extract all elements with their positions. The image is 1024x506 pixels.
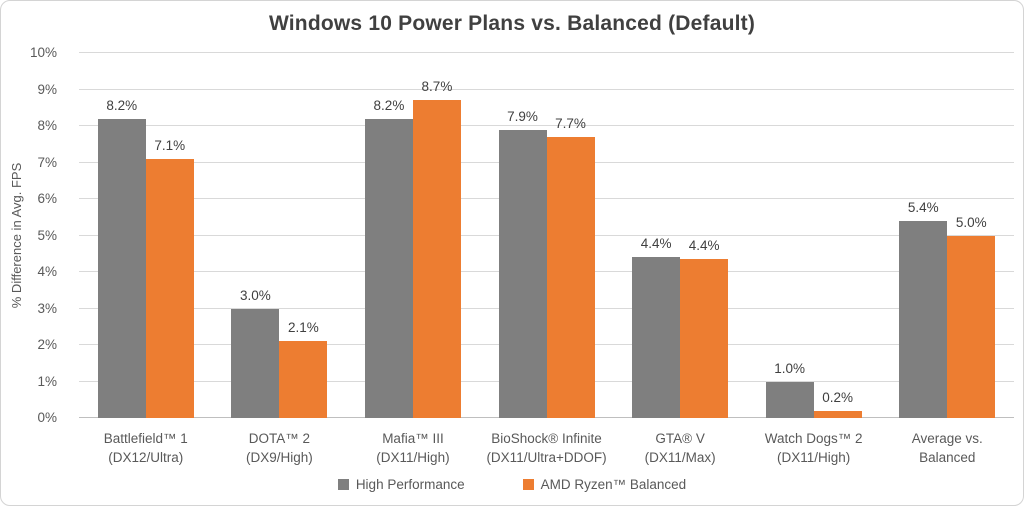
bar-groups: 8.2% 7.1% 3.0% 2.1% 8.2% 8.7% 7.9% 7.7% 4.4% 4.4%…	[79, 53, 1014, 418]
gridline	[79, 52, 1014, 53]
category-line2: (DX11/Max)	[644, 450, 716, 465]
bar-high-performance-average-vs: 5.4%	[899, 200, 948, 418]
bar-amd-ryzen-balanced-bioshock-infinite: 7.7%	[546, 116, 595, 418]
bar-high-performance-gta-v: 4.4%	[632, 236, 681, 418]
bar-group-dota-2: 3.0% 2.1%	[213, 53, 347, 418]
data-label: 4.4%	[640, 236, 672, 252]
legend-label: AMD Ryzen™ Balanced	[540, 477, 687, 492]
category-line2: (DX11/High)	[376, 450, 450, 465]
gridline	[79, 88, 1014, 90]
legend-item-amd-ryzen-balanced: AMD Ryzen™ Balanced	[522, 477, 687, 492]
chart-title: Windows 10 Power Plans vs. Balanced (Def…	[268, 12, 756, 35]
bar-amd-ryzen-balanced-battlefield-1: 7.1%	[145, 138, 194, 418]
gridline	[79, 125, 1014, 126]
y-tick-label: 10%	[29, 45, 57, 60]
category-label-bioshock-infinite: BioShock® Infinite (DX11/Ultra+DDOF)	[480, 429, 614, 467]
category-label-dota-2: DOTA™ 2 (DX9/High)	[213, 429, 347, 467]
bar-group-bioshock-infinite: 7.9% 7.7%	[480, 53, 614, 418]
category-line2: Balanced	[919, 450, 976, 465]
data-label: 5.0%	[955, 214, 987, 230]
category-line1: GTA® V	[655, 431, 705, 446]
y-tick-label: 4%	[37, 264, 57, 279]
data-label: 7.1%	[154, 137, 186, 153]
y-tick-label: 1%	[37, 373, 57, 389]
data-label: 7.7%	[555, 115, 586, 131]
category-label-battlefield-1: Battlefield™ 1 (DX12/Ultra)	[79, 429, 213, 467]
y-tick-label: 8%	[37, 118, 57, 133]
data-label: 7.9%	[507, 108, 538, 124]
x-axis-labels: Battlefield™ 1 (DX12/Ultra) DOTA™ 2 (DX9/Hi…	[79, 429, 1014, 467]
y-tick-label: 7%	[37, 154, 57, 170]
bar-high-performance-battlefield-1: 8.2%	[97, 98, 146, 418]
bar-group-gta-v: 4.4% 4.4%	[613, 53, 747, 418]
bar-group-watch-dogs-2: 1.0% 0.2%	[747, 53, 881, 418]
data-label: 8.2%	[106, 97, 138, 113]
category-label-mafia-iii: Mafia™ III (DX11/High)	[346, 429, 480, 467]
bar-amd-ryzen-balanced-dota-2: 2.1%	[279, 320, 328, 418]
category-label-gta-v: GTA® V (DX11/Max)	[613, 429, 747, 467]
data-label: 3.0%	[239, 287, 271, 303]
bar-high-performance-mafia-iii: 8.2%	[364, 98, 413, 418]
bar-high-performance-dota-2: 3.0%	[231, 288, 280, 418]
category-line2: (DX12/Ultra)	[108, 450, 184, 465]
category-line1: BioShock® Infinite	[491, 431, 602, 446]
data-label: 4.4%	[688, 238, 720, 254]
bar-group-average-vs: 5.4% 5.0%	[880, 53, 1014, 418]
category-line1: Battlefield™ 1	[103, 431, 188, 446]
bar-group-battlefield-1: 8.2% 7.1%	[79, 53, 213, 418]
category-label-average-vs: Average vs. Balanced	[880, 429, 1014, 467]
bar-amd-ryzen-balanced-watch-dogs-2: 0.2%	[813, 390, 862, 418]
bar-high-performance-bioshock-infinite: 7.9%	[498, 109, 547, 418]
legend-swatch-high-performance	[337, 479, 349, 490]
bar-amd-ryzen-balanced-gta-v: 4.4%	[680, 238, 729, 418]
data-label: 8.2%	[373, 97, 405, 113]
data-label: 2.1%	[287, 320, 319, 336]
bar-amd-ryzen-balanced-mafia-iii: 8.7%	[412, 79, 461, 418]
plot-area: 8.2% 7.1% 3.0% 2.1% 8.2% 8.7% 7.9% 7.7% 4.4% 4.4%…	[79, 52, 1014, 418]
legend-item-high-performance: High Performance	[337, 477, 465, 492]
y-tick-label: 3%	[37, 300, 57, 316]
bar-high-performance-watch-dogs-2: 1.0%	[765, 361, 814, 418]
category-line1: Average vs.	[911, 431, 983, 446]
data-label: 8.7%	[421, 79, 453, 95]
legend-label: High Performance	[355, 477, 465, 492]
data-label: 0.2%	[822, 389, 854, 405]
legend: High Performance AMD Ryzen™ Balanced	[1, 477, 1023, 492]
y-tick-label: 2%	[37, 337, 57, 352]
category-line1: Watch Dogs™ 2	[764, 431, 863, 446]
y-tick-label: 6%	[37, 191, 57, 206]
category-line2: (DX11/High)	[777, 450, 851, 465]
category-line1: DOTA™ 2	[248, 431, 310, 446]
y-axis-ticks: 0% 1% 2% 3% 4% 5% 6% 7% 8% 9% 10%	[1, 45, 57, 425]
data-label: 5.4%	[907, 199, 939, 215]
category-line2: (DX9/High)	[245, 450, 313, 465]
data-label: 1.0%	[774, 360, 806, 376]
y-tick-label: 9%	[37, 81, 57, 97]
category-line2: (DX11/Ultra+DDOF)	[486, 450, 607, 465]
y-tick-label: 5%	[37, 227, 57, 243]
legend-swatch-amd-ryzen-balanced	[522, 479, 534, 490]
category-label-watch-dogs-2: Watch Dogs™ 2 (DX11/High)	[747, 429, 881, 467]
y-tick-label: 0%	[37, 410, 57, 425]
category-line1: Mafia™ III	[382, 431, 444, 446]
bar-group-mafia-iii: 8.2% 8.7%	[346, 53, 480, 418]
bar-amd-ryzen-balanced-average-vs: 5.0%	[947, 215, 996, 418]
